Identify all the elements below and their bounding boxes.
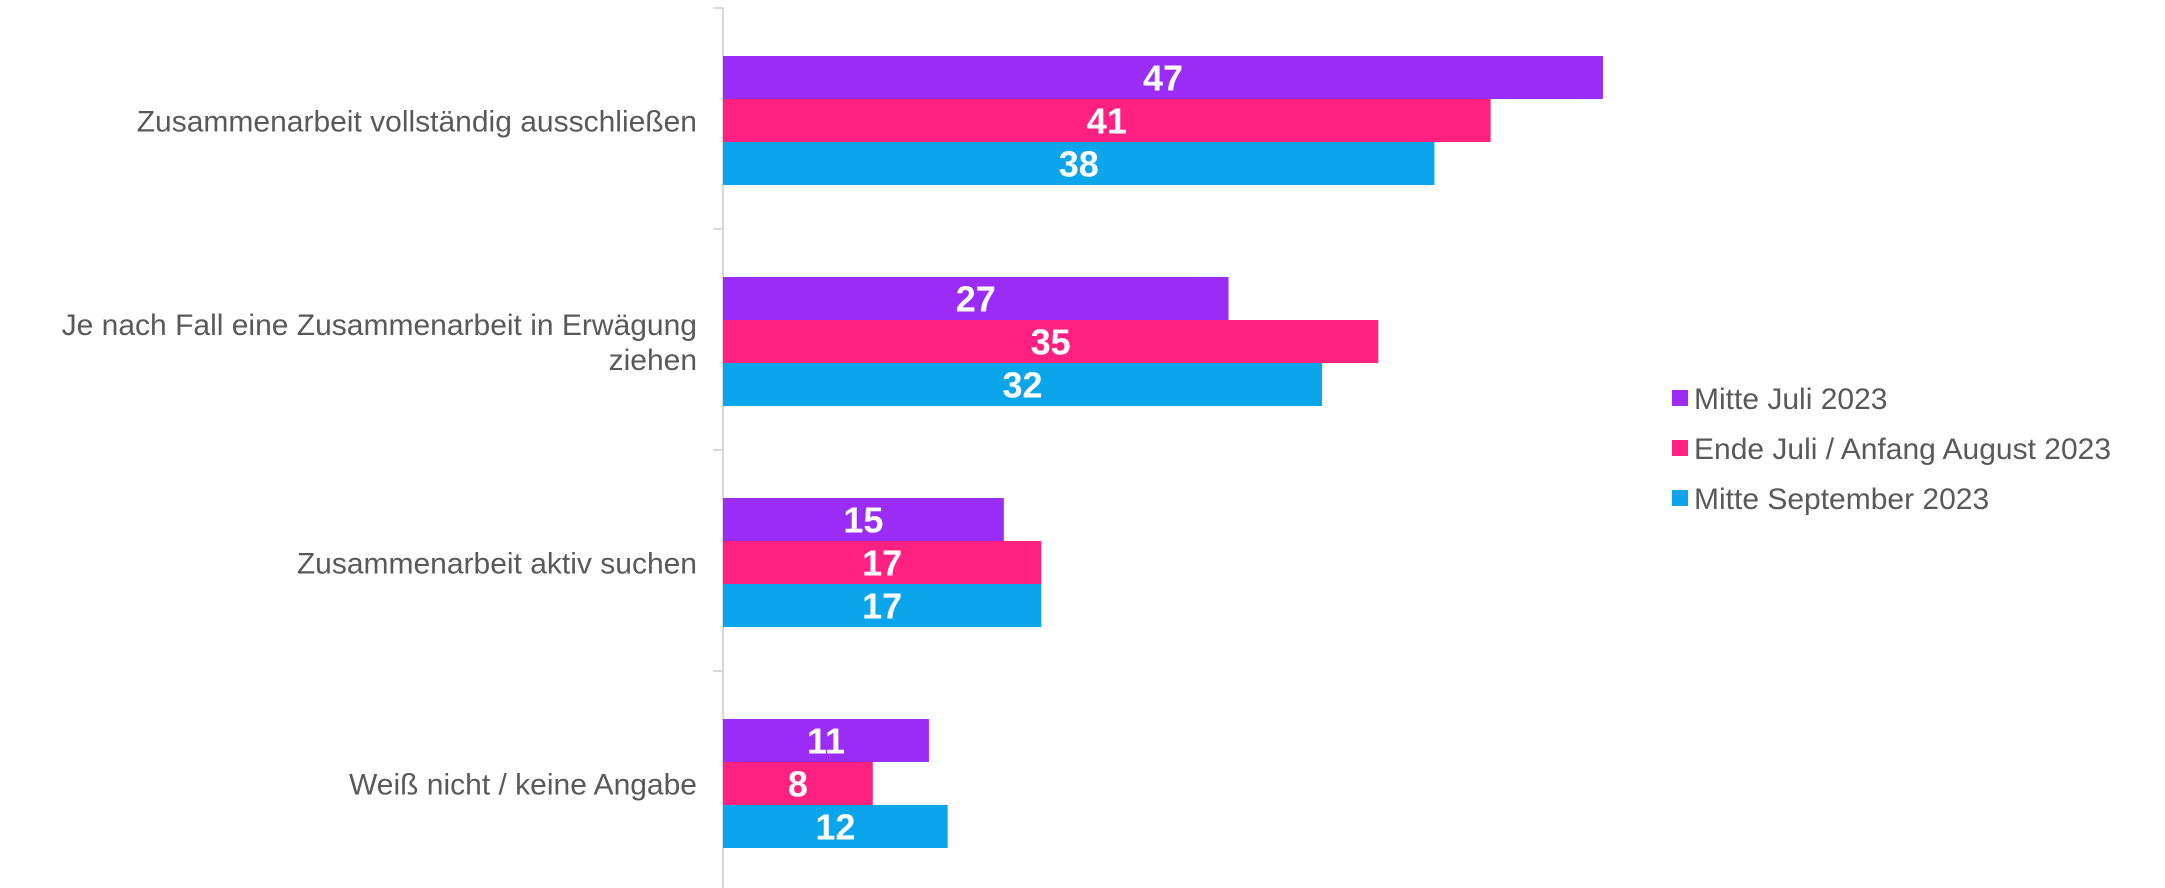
data-label: 35 bbox=[1031, 322, 1071, 363]
data-label: 27 bbox=[956, 279, 996, 320]
bar bbox=[723, 541, 1042, 584]
category-label: Zusammenarbeit aktiv suchen bbox=[297, 548, 697, 581]
category-axis bbox=[713, 7, 724, 888]
legend-label: Mitte Juli 2023 bbox=[1694, 383, 1887, 416]
data-label: 38 bbox=[1059, 144, 1099, 185]
bar bbox=[723, 99, 1491, 142]
bar bbox=[723, 56, 1603, 99]
bar bbox=[723, 805, 948, 848]
category-labels: Zusammenarbeit vollständig ausschließen J… bbox=[62, 106, 697, 802]
legend-swatch bbox=[1672, 440, 1688, 456]
bar bbox=[723, 584, 1042, 627]
category-label: Je nach Fall eine Zusammenarbeit in Erwä… bbox=[62, 309, 697, 377]
bar bbox=[723, 142, 1435, 185]
bar bbox=[723, 762, 873, 805]
bar bbox=[723, 719, 929, 762]
data-label: 47 bbox=[1143, 58, 1183, 99]
data-label: 8 bbox=[788, 764, 808, 805]
data-label: 11 bbox=[807, 721, 845, 762]
data-label: 12 bbox=[815, 807, 855, 848]
legend: Mitte Juli 2023 Ende Juli / Anfang August… bbox=[1672, 383, 2111, 516]
data-label: 41 bbox=[1087, 101, 1127, 142]
category-label: Weiß nicht / keine Angabe bbox=[349, 769, 697, 802]
bar bbox=[723, 498, 1004, 541]
bar bbox=[723, 320, 1379, 363]
data-label: 17 bbox=[862, 586, 902, 627]
legend-swatch bbox=[1672, 390, 1688, 406]
legend-swatch bbox=[1672, 490, 1688, 506]
bar bbox=[723, 363, 1323, 406]
bars bbox=[723, 56, 1603, 848]
data-label: 15 bbox=[843, 500, 883, 541]
legend-label: Mitte September 2023 bbox=[1694, 483, 1989, 516]
data-label: 32 bbox=[1003, 365, 1043, 406]
category-label: Zusammenarbeit vollständig ausschließen bbox=[137, 106, 697, 139]
legend-label: Ende Juli / Anfang August 2023 bbox=[1694, 433, 2111, 466]
bar bbox=[723, 277, 1229, 320]
data-label: 17 bbox=[862, 543, 902, 584]
